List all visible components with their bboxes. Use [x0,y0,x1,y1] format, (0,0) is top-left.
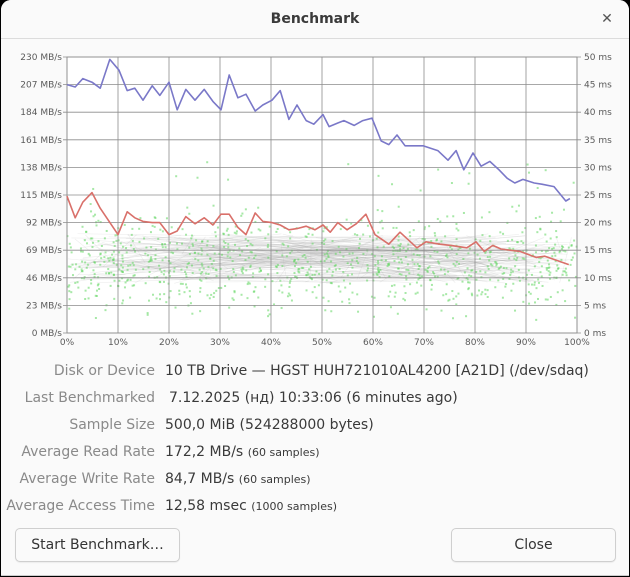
read-rate-label: Average Read Rate [21,444,155,460]
svg-text:15 ms: 15 ms [584,246,612,256]
svg-text:115 MB/s: 115 MB/s [20,191,62,201]
svg-text:50 ms: 50 ms [584,53,612,63]
write-rate-line [66,191,570,266]
dialog-title: Benchmark [270,11,360,27]
svg-text:20 ms: 20 ms [584,219,612,229]
svg-text:0 ms: 0 ms [584,329,606,339]
svg-text:70%: 70% [414,338,434,348]
info-row-device: Disk or Device 10 TB Drive — HGST HUH721… [1,358,629,385]
svg-text:40 ms: 40 ms [584,108,612,118]
close-button[interactable]: Close [451,528,616,562]
info-row-write-rate: Average Write Rate 84,7 MB/s (60 samples… [1,466,629,493]
svg-text:25 ms: 25 ms [584,191,612,201]
svg-text:10 ms: 10 ms [584,274,612,284]
info-row-read-rate: Average Read Rate 172,2 MB/s (60 samples… [1,439,629,466]
svg-text:40%: 40% [261,338,281,348]
svg-text:23 MB/s: 23 MB/s [26,301,62,311]
benchmark-chart: 0 MB/s 23 MB/s 46 MB/s 69 MB/s 92 MB/s 115 MB… [1,39,629,354]
access-time-value: 12,58 msec (1000 samples) [165,498,338,514]
svg-text:184 MB/s: 184 MB/s [20,108,62,118]
benchmark-info: Disk or Device 10 TB Drive — HGST HUH721… [1,358,629,520]
start-benchmark-button[interactable]: Start Benchmark… [15,528,180,562]
svg-text:90%: 90% [516,338,536,348]
write-rate-label: Average Write Rate [19,471,155,487]
svg-text:230 MB/s: 230 MB/s [20,53,62,63]
benchmark-chart-svg: 0 MB/s 23 MB/s 46 MB/s 69 MB/s 92 MB/s 115 MB… [20,53,612,348]
info-row-sample-size: Sample Size 500,0 MiB (524288000 bytes) [1,412,629,439]
close-icon[interactable]: ✕ [601,11,613,27]
svg-text:138 MB/s: 138 MB/s [20,163,62,173]
svg-text:0%: 0% [60,338,75,348]
svg-text:50%: 50% [312,338,332,348]
svg-text:161 MB/s: 161 MB/s [20,136,62,146]
svg-text:207 MB/s: 207 MB/s [20,81,62,91]
info-row-access-time: Average Access Time 12,58 msec (1000 sam… [1,493,629,520]
info-row-last-benchmarked: Last Benchmarked 7.12.2025 (нд) 10:33:06… [1,385,629,412]
access-time-scatter [66,161,578,321]
svg-text:35 ms: 35 ms [584,136,612,146]
device-value: 10 TB Drive — HGST HUH721010AL4200 [A21D… [165,363,589,379]
svg-text:30%: 30% [210,338,230,348]
svg-text:30 ms: 30 ms [584,163,612,173]
last-benchmarked-value: 7.12.2025 (нд) 10:33:06 (6 minutes ago) [169,390,458,406]
svg-text:0 MB/s: 0 MB/s [32,329,63,339]
write-rate-value: 84,7 MB/s (60 samples) [165,471,311,487]
svg-text:92 MB/s: 92 MB/s [26,219,62,229]
sample-size-value: 500,0 MiB (524288000 bytes) [165,417,374,433]
svg-text:20%: 20% [159,338,179,348]
svg-text:80%: 80% [465,338,485,348]
read-rate-value: 172,2 MB/s (60 samples) [165,444,320,460]
last-benchmarked-label: Last Benchmarked [24,390,155,406]
sample-size-label: Sample Size [69,417,155,433]
svg-text:46 MB/s: 46 MB/s [26,274,62,284]
svg-text:69 MB/s: 69 MB/s [26,246,62,256]
svg-text:10%: 10% [108,338,128,348]
svg-text:5 ms: 5 ms [584,301,606,311]
titlebar: Benchmark ✕ [1,0,629,39]
svg-text:45 ms: 45 ms [584,81,612,91]
svg-text:60%: 60% [363,338,383,348]
read-rate-line [66,58,571,202]
svg-text:100%: 100% [564,338,590,348]
access-time-label: Average Access Time [6,498,155,514]
device-label: Disk or Device [53,363,155,379]
